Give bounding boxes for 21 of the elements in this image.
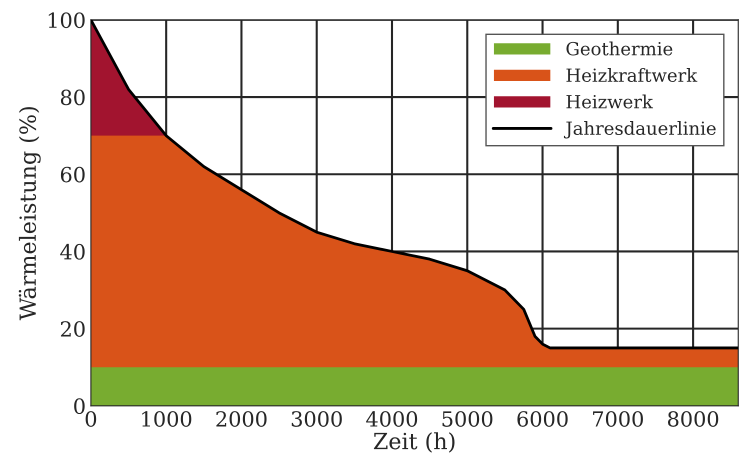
y-tick-label: 80: [60, 90, 85, 106]
x-tick-label: 7000: [593, 411, 643, 427]
x-tick-label: 8000: [668, 411, 718, 427]
legend-label: Heizwerk: [566, 94, 654, 109]
x-tick-label: 3000: [292, 411, 342, 427]
y-tick-label: 60: [60, 166, 85, 182]
x-tick-label: 2000: [216, 411, 267, 427]
y-axis-title: Wärmeleistung (%): [18, 107, 41, 320]
x-tick-label: 6000: [517, 411, 568, 427]
legend-label: Geothermie: [566, 42, 672, 56]
y-tick-label: 40: [60, 244, 85, 260]
x-tick-label: 5000: [442, 411, 492, 427]
legend-label: Heizkraftwerk: [566, 68, 698, 82]
y-tick-label: 0: [74, 398, 85, 414]
legend-label: Jahresdauerlinie: [564, 121, 716, 139]
y-tick-label: 20: [60, 321, 85, 337]
x-axis-title: Zeit (h): [374, 432, 454, 453]
x-tick-label: 4000: [366, 411, 418, 427]
y-tick-label: 100: [48, 12, 85, 28]
x-tick-label: 1000: [142, 411, 192, 427]
x-tick-label: 0: [86, 411, 96, 427]
